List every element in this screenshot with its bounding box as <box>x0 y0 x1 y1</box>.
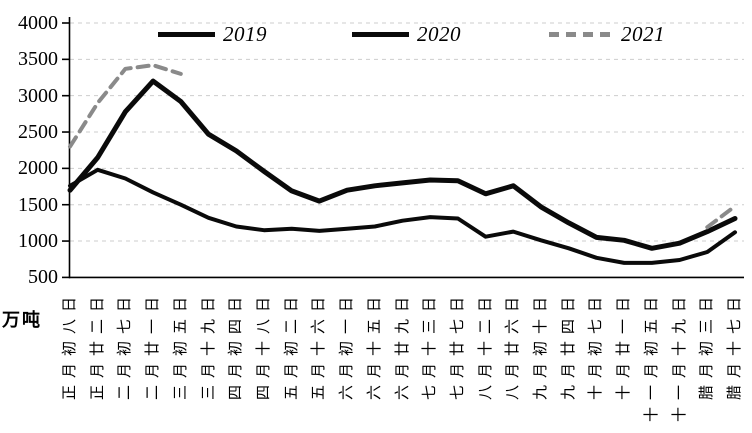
x-axis-label: 十一月初五日 <box>643 290 660 423</box>
y-tick-label: 1500 <box>18 193 58 216</box>
legend-label-2019: 2019 <box>223 21 267 46</box>
x-axis-label: 七月十三日 <box>422 290 439 401</box>
x-axis-label: 六月廿九日 <box>394 290 411 401</box>
x-axis-label: 九月初十日 <box>533 290 550 401</box>
x-axis-label: 腊月初三日 <box>699 290 716 401</box>
x-axis-label: 五月初二日 <box>283 290 300 401</box>
x-axis-label: 二月初七日 <box>117 290 134 401</box>
x-axis-label: 正月廿二日 <box>89 290 106 401</box>
x-axis-label: 八月十二日 <box>477 290 494 401</box>
legend-line-sample-2020 <box>352 31 409 37</box>
legend-item-2021: 2021 <box>549 21 665 47</box>
x-axis-label: 三月十九日 <box>200 290 217 401</box>
legend-item-2020: 2020 <box>352 21 461 47</box>
x-axis-label: 十月廿一日 <box>616 290 633 401</box>
y-tick-label: 4000 <box>18 12 58 34</box>
series-line-2021 <box>705 204 737 230</box>
x-axis-label: 三月初五日 <box>172 290 189 401</box>
x-axis-label: 六月初一日 <box>339 290 356 401</box>
x-axis-label: 四月十八日 <box>255 290 272 401</box>
x-axis-label: 四月初四日 <box>228 290 245 401</box>
legend-label-2021: 2021 <box>621 21 665 46</box>
x-axis-label: 八月廿六日 <box>505 290 522 401</box>
series-line-2020 <box>68 167 737 265</box>
legend-item-2019: 2019 <box>158 21 267 47</box>
y-tick-label: 2500 <box>18 121 58 144</box>
y-tick-label: 3500 <box>18 48 58 71</box>
series-line-2021 <box>68 63 183 149</box>
y-tick-label: 3000 <box>18 84 58 107</box>
x-axis-label: 二月廿一日 <box>145 290 162 401</box>
x-axis-label: 十一月十九日 <box>671 290 688 423</box>
y-axis-unit-label: 万吨 <box>2 310 42 330</box>
y-tick-label: 2000 <box>18 157 58 180</box>
x-axis-label: 五月十六日 <box>311 290 328 401</box>
x-axis-label: 腊月十七日 <box>727 290 743 401</box>
legend-line-sample-2019 <box>158 31 215 37</box>
x-axis-label: 十月初七日 <box>588 290 605 401</box>
y-tick-label: 500 <box>28 266 58 289</box>
x-axis-label: 九月廿四日 <box>560 290 577 401</box>
y-tick-label: 1000 <box>18 230 58 253</box>
x-axis-label: 正月初八日 <box>62 290 78 401</box>
series-line-2019 <box>67 78 738 251</box>
legend-label-2020: 2020 <box>417 21 461 46</box>
legend-line-sample-2021 <box>549 31 613 37</box>
x-axis-label: 七月廿七日 <box>449 290 466 401</box>
x-axis-label: 六月十五日 <box>366 290 383 401</box>
